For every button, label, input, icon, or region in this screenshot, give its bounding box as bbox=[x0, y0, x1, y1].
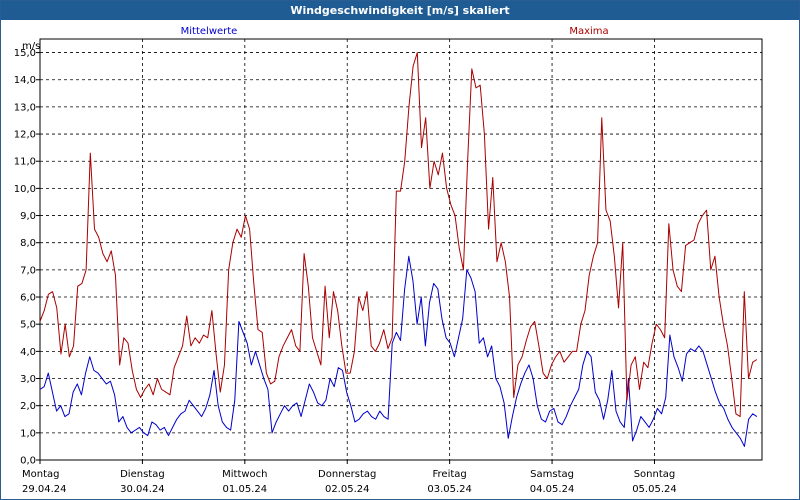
x-tick-date-label: 01.05.24 bbox=[223, 484, 268, 495]
y-tick-label: 14,0 bbox=[14, 75, 36, 86]
y-tick-label: 4,0 bbox=[20, 347, 36, 358]
y-tick-label: 13,0 bbox=[14, 102, 36, 113]
x-tick-date-label: 05.05.24 bbox=[632, 484, 677, 495]
x-tick-day-label: Freitag bbox=[433, 469, 467, 480]
y-tick-label: 2,0 bbox=[20, 401, 36, 412]
y-tick-label: 0,0 bbox=[20, 456, 36, 467]
y-gridlines bbox=[40, 52, 762, 434]
window-title: Windgeschwindigkeit [m/s] skaliert bbox=[1, 1, 799, 20]
x-tick-day-label: Sonntag bbox=[634, 469, 676, 480]
x-axis-ticks: Montag 29.04.24 Dienstag 30.04.24 Mittwoch 01… bbox=[22, 460, 677, 495]
y-tick-label: 1,0 bbox=[20, 428, 36, 439]
x-tick-date-label: 30.04.24 bbox=[120, 484, 165, 495]
y-tick-label: 6,0 bbox=[20, 293, 36, 304]
x-tick-date-label: 29.04.24 bbox=[22, 484, 67, 495]
legend-entry-maxima: Maxima bbox=[569, 26, 608, 37]
series-line-maxima bbox=[39, 52, 758, 418]
y-tick-label: 3,0 bbox=[20, 374, 36, 385]
x-tick-date-label: 02.05.24 bbox=[325, 484, 370, 495]
x-tick-day-label: Dienstag bbox=[120, 469, 165, 480]
x-tick-day-label: Donnerstag bbox=[318, 469, 376, 480]
x-tick-date-label: 03.05.24 bbox=[427, 484, 472, 495]
y-tick-label: 15,0 bbox=[14, 48, 36, 59]
y-tick-label: 12,0 bbox=[14, 130, 36, 141]
y-tick-label: 7,0 bbox=[20, 265, 36, 276]
legend-entry-mittelwerte: Mittelwerte bbox=[181, 26, 238, 37]
plot-area bbox=[39, 38, 763, 461]
series-lines bbox=[39, 52, 758, 447]
x-tick-day-label: Mittwoch bbox=[222, 469, 267, 480]
x-tick-day-label: Samstag bbox=[530, 469, 574, 480]
legend: Mittelwerte Maxima bbox=[181, 26, 609, 37]
y-axis-ticks: 0,0 1,0 2,0 3,0 4,0 5,0 6,0 7,0 8,0 9,0 10,0 11,0 12… bbox=[14, 48, 40, 467]
y-tick-label: 9,0 bbox=[20, 211, 36, 222]
y-tick-label: 11,0 bbox=[14, 157, 36, 168]
y-axis-unit: m/s bbox=[22, 41, 40, 52]
y-tick-label: 10,0 bbox=[14, 184, 36, 195]
x-tick-date-label: 04.05.24 bbox=[530, 484, 575, 495]
y-tick-label: 5,0 bbox=[20, 320, 36, 331]
x-gridlines bbox=[142, 39, 655, 460]
y-tick-label: 8,0 bbox=[20, 238, 36, 249]
series-line-mittelwerte bbox=[39, 255, 758, 447]
x-tick-day-label: Montag bbox=[22, 469, 59, 480]
